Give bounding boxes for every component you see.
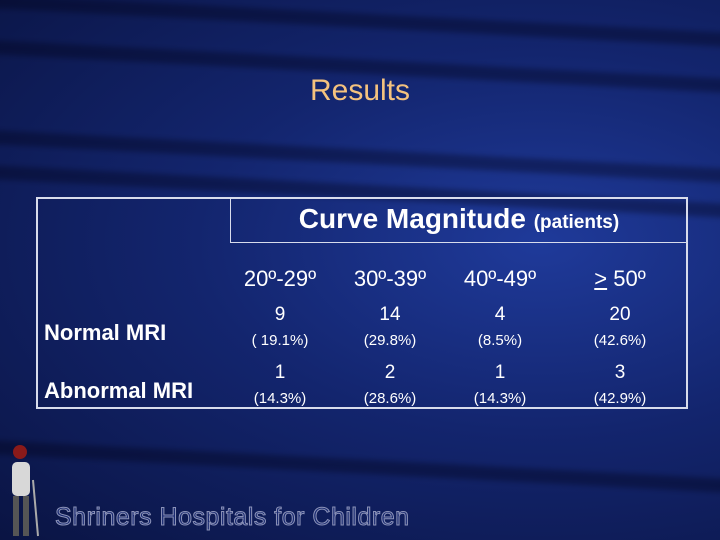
cell-percent: (14.3%) xyxy=(253,390,307,407)
cell-percent: (42.9%) xyxy=(593,390,647,407)
cell-count: 4 xyxy=(494,304,506,325)
background-streak xyxy=(0,0,720,51)
slide-title: Results xyxy=(309,74,411,107)
cell-count: 1 xyxy=(494,362,506,383)
column-label: 50º xyxy=(613,266,646,291)
column-header: > 50º xyxy=(560,266,680,292)
header-unit: (patients) xyxy=(533,212,620,233)
row-label: Normal MRI xyxy=(44,320,167,345)
header-cell xyxy=(230,197,688,243)
cell-count: 1 xyxy=(274,362,286,383)
column-label: 30º-39º xyxy=(353,266,427,291)
column-symbol: > xyxy=(594,266,608,291)
background-streak xyxy=(0,437,720,497)
row-label: Abnormal MRI xyxy=(44,378,194,403)
cell-percent: (29.8%) xyxy=(363,332,417,349)
cell-count: 3 xyxy=(614,362,626,383)
cell-percent: (14.3%) xyxy=(473,390,527,407)
cell-percent: (28.6%) xyxy=(363,390,417,407)
cell-count: 2 xyxy=(384,362,396,383)
cell-percent: (8.5%) xyxy=(477,332,523,349)
table-border xyxy=(36,197,688,409)
cell-count: 9 xyxy=(274,304,286,325)
cell-count: 20 xyxy=(609,304,631,325)
table-header: Curve Magnitude (patients) xyxy=(230,203,688,235)
footer-text: Shriners Hospitals for Children xyxy=(55,503,410,532)
column-header: 30º-39º xyxy=(330,266,450,292)
cell-count: 14 xyxy=(379,304,401,325)
column-header: 20º-29º xyxy=(220,266,340,292)
column-header: 40º-49º xyxy=(440,266,560,292)
column-label: 20º-29º xyxy=(243,266,317,291)
cell-percent: (42.6%) xyxy=(593,332,647,349)
cell-percent: ( 19.1%) xyxy=(251,332,309,349)
column-label: 40º-49º xyxy=(463,266,537,291)
logo-figure xyxy=(12,445,39,537)
header-main: Curve Magnitude xyxy=(298,203,526,234)
